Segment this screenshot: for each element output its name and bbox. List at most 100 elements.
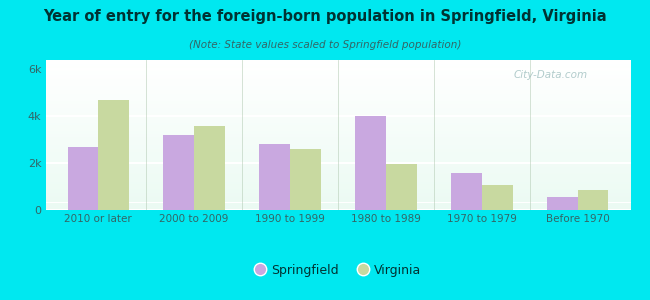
Bar bbox=[46, 166, 630, 167]
Bar bbox=[46, 102, 630, 103]
Text: (Note: State values scaled to Springfield population): (Note: State values scaled to Springfiel… bbox=[188, 40, 462, 50]
Bar bbox=[46, 200, 630, 201]
Bar bbox=[46, 117, 630, 118]
Bar bbox=[46, 72, 630, 73]
Bar bbox=[46, 161, 630, 162]
Bar bbox=[46, 131, 630, 132]
Bar bbox=[46, 122, 630, 123]
Bar bbox=[46, 118, 630, 119]
Bar bbox=[46, 165, 630, 166]
Bar bbox=[46, 158, 630, 159]
Bar bbox=[46, 111, 630, 112]
Bar bbox=[46, 172, 630, 173]
Bar bbox=[46, 186, 630, 187]
Bar bbox=[46, 204, 630, 205]
Bar bbox=[46, 174, 630, 175]
Bar bbox=[46, 106, 630, 107]
Bar bbox=[46, 175, 630, 176]
Bar bbox=[46, 118, 630, 119]
Bar bbox=[46, 180, 630, 181]
Bar bbox=[46, 156, 630, 157]
Bar bbox=[46, 168, 630, 169]
Bar bbox=[163, 135, 194, 210]
Bar bbox=[46, 130, 630, 131]
Bar bbox=[46, 113, 630, 114]
Bar bbox=[46, 185, 630, 186]
Bar bbox=[46, 196, 630, 197]
Bar bbox=[46, 155, 630, 156]
Bar bbox=[46, 121, 630, 122]
Bar bbox=[356, 116, 386, 210]
Bar bbox=[46, 146, 630, 147]
Bar bbox=[46, 82, 630, 83]
Legend: Springfield, Virginia: Springfield, Virginia bbox=[250, 259, 426, 282]
Bar bbox=[46, 120, 630, 121]
Bar bbox=[46, 97, 630, 98]
Bar bbox=[46, 145, 630, 146]
Bar bbox=[46, 76, 630, 77]
Bar bbox=[46, 105, 630, 106]
Bar bbox=[46, 133, 630, 134]
Bar bbox=[46, 119, 630, 120]
Bar bbox=[46, 170, 630, 171]
Bar bbox=[46, 129, 630, 130]
Bar bbox=[46, 189, 630, 190]
Bar bbox=[46, 169, 630, 170]
Bar bbox=[46, 202, 630, 203]
Bar bbox=[46, 135, 630, 136]
Bar bbox=[46, 80, 630, 81]
Bar bbox=[46, 86, 630, 87]
Bar bbox=[46, 82, 630, 83]
Bar bbox=[46, 188, 630, 189]
Bar bbox=[46, 138, 630, 139]
Text: City-Data.com: City-Data.com bbox=[514, 70, 588, 80]
Bar bbox=[46, 96, 630, 97]
Bar bbox=[46, 173, 630, 174]
Bar bbox=[46, 192, 630, 193]
Bar bbox=[290, 149, 320, 210]
Bar bbox=[46, 93, 630, 94]
Bar bbox=[46, 125, 630, 126]
Bar bbox=[46, 197, 630, 198]
Bar bbox=[46, 183, 630, 184]
Bar bbox=[46, 178, 630, 179]
Bar bbox=[46, 128, 630, 129]
Bar bbox=[46, 137, 630, 138]
Bar bbox=[46, 191, 630, 192]
Bar bbox=[46, 126, 630, 127]
Bar bbox=[46, 149, 630, 150]
Bar bbox=[46, 177, 630, 178]
Bar bbox=[46, 83, 630, 84]
Bar bbox=[46, 140, 630, 141]
Bar bbox=[46, 152, 630, 153]
Bar bbox=[46, 144, 630, 145]
Bar bbox=[46, 75, 630, 76]
Bar bbox=[46, 159, 630, 160]
Bar bbox=[46, 171, 630, 172]
Bar bbox=[46, 107, 630, 108]
Bar bbox=[46, 85, 630, 86]
Bar bbox=[46, 100, 630, 101]
Bar bbox=[46, 108, 630, 109]
Bar bbox=[46, 71, 630, 72]
Bar bbox=[46, 112, 630, 113]
Bar bbox=[46, 73, 630, 74]
Bar bbox=[46, 141, 630, 142]
Bar bbox=[46, 84, 630, 85]
Bar bbox=[46, 198, 630, 199]
Bar bbox=[46, 87, 630, 88]
Bar bbox=[46, 139, 630, 140]
Bar bbox=[46, 123, 630, 124]
Bar bbox=[46, 184, 630, 185]
Text: Year of entry for the foreign-born population in Springfield, Virginia: Year of entry for the foreign-born popul… bbox=[43, 9, 607, 24]
Bar bbox=[46, 134, 630, 135]
Bar bbox=[46, 67, 630, 68]
Bar bbox=[46, 124, 630, 125]
Bar bbox=[46, 169, 630, 170]
Bar bbox=[259, 144, 290, 210]
Bar bbox=[46, 94, 630, 95]
Bar bbox=[46, 163, 630, 164]
Bar bbox=[46, 142, 630, 143]
Bar bbox=[46, 70, 630, 71]
Bar bbox=[98, 100, 129, 210]
